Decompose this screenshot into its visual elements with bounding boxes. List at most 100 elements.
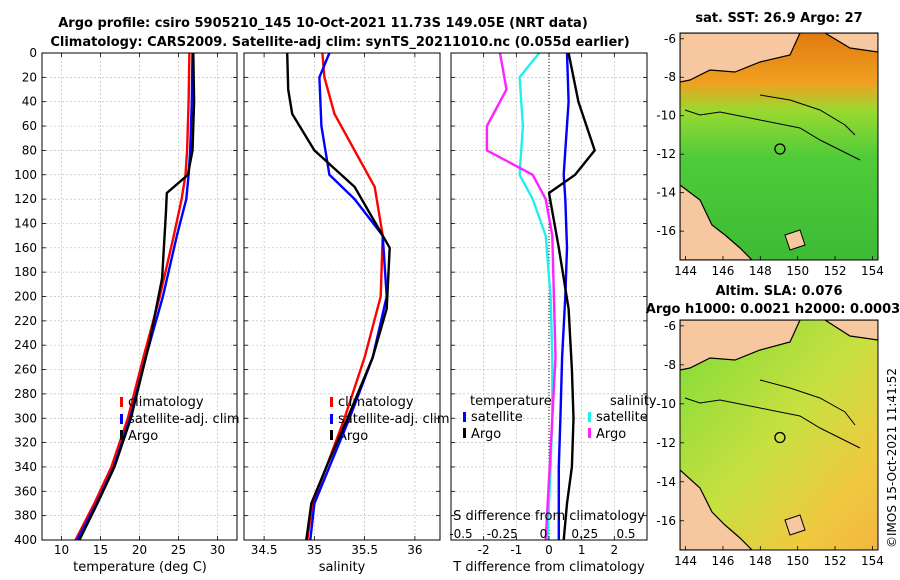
legend-swatch-s-satellite (588, 412, 591, 422)
map-y-tick-label: -14 (656, 475, 676, 489)
x-tick-label: 36 (407, 543, 422, 557)
y-tick-label: 40 (22, 95, 37, 109)
x-tick-label: 15 (93, 543, 108, 557)
difference-legend: temperature salinity satellite Argo sate… (463, 394, 657, 442)
map-y-tick-label: -16 (656, 224, 676, 238)
sla-land-new-guinea (680, 320, 801, 371)
legend-swatch-t-satellite (463, 412, 466, 422)
legend-swatch-satellite (120, 414, 123, 424)
sla-land-north (823, 320, 878, 341)
difference-panel: -2 -1 0 1 2 -0.5 -0.25 0 0.25 0.5 T difference fr… (449, 52, 657, 575)
series-line-argo (286, 52, 391, 541)
map-y-tick-label: -8 (664, 70, 676, 84)
sla-island-south (784, 514, 806, 536)
sla-islands-coast (759, 379, 856, 426)
temperature-legend: climatology satellite-adj. clim Argo (120, 395, 240, 444)
map-y-tick-label: -6 (664, 32, 676, 46)
legend-swatch-climatology (330, 397, 333, 407)
x2-tick-label: -0.25 (487, 527, 518, 541)
map-x-tick-label: 148 (749, 264, 772, 278)
map-y-tick-label: -16 (656, 514, 676, 528)
map-x-tick-label: 144 (674, 554, 697, 568)
series-line-temperature-argo (547, 52, 596, 541)
map-y-tick-label: -14 (656, 186, 676, 200)
y-tick-label: 180 (14, 265, 37, 279)
y-tick-label: 20 (22, 70, 37, 84)
y-tick-label: 0 (29, 46, 37, 60)
temperature-series-group (74, 52, 196, 541)
legend-swatch-s-argo (588, 428, 591, 438)
map-x-tick-label: 152 (824, 554, 847, 568)
y-tick-label: 320 (14, 436, 37, 450)
temperature-xlabel: temperature (deg C) (73, 560, 207, 575)
y-tick-label: 160 (14, 241, 37, 255)
sla-land-australia (680, 469, 753, 550)
x2-tick-label: 0 (540, 527, 548, 541)
map-x-tick-label: 150 (786, 264, 809, 278)
x-tick-label: 20 (132, 543, 147, 557)
sst-map-ticks: 144 146 148 150 152 154 -6 -8 -10 -12 -14 -16 (656, 32, 883, 278)
sla-contour (684, 397, 861, 449)
map-y-tick-label: -12 (656, 147, 676, 161)
sst-land-new-guinea (680, 33, 801, 83)
legend-label-climatology: climatology (128, 395, 204, 410)
x2-tick-label: 0.5 (616, 527, 635, 541)
legend-swatch-argo (120, 430, 123, 440)
sst-land-australia (680, 184, 753, 260)
y-tick-label: 80 (22, 143, 37, 157)
y-tick-label: 260 (14, 363, 37, 377)
y-tick-label: 300 (14, 411, 37, 425)
map-y-tick-label: -6 (664, 319, 676, 333)
sst-map: sat. SST: 26.9 Argo: 27 144 146 148 150 152 1… (656, 11, 883, 278)
legend-label-t-argo: Argo (471, 427, 501, 442)
x-tick-label: 25 (171, 543, 186, 557)
map-x-tick-label: 144 (674, 264, 697, 278)
x2-tick-label: 0.25 (571, 527, 598, 541)
difference-series-group (485, 52, 596, 541)
map-x-tick-label: 150 (786, 554, 809, 568)
x-tick-label: 1 (578, 543, 586, 557)
sst-island-south (784, 229, 806, 251)
legend-swatch-climatology (120, 397, 123, 407)
salinity-panel: 34.5 35 35.5 36 salinity climatology satell… (243, 52, 450, 575)
sst-argo-marker (774, 143, 786, 155)
difference-xlabel: T difference from climatology (452, 560, 645, 575)
y-tick-label: 200 (14, 290, 37, 304)
salinity-xlabel: salinity (319, 560, 366, 575)
sst-map-title: sat. SST: 26.9 Argo: 27 (695, 11, 862, 26)
y-tick-label: 60 (22, 119, 37, 133)
temperature-grid (42, 52, 237, 541)
sla-map-subtitle: Argo h1000: 0.0021 h2000: 0.0003 (646, 302, 900, 317)
difference-x2label: S difference from climatology (453, 509, 645, 524)
sst-land-north (823, 33, 878, 53)
legend-swatch-t-argo (463, 428, 466, 438)
salinity-ticks: 34.5 35 35.5 36 (244, 52, 440, 557)
legend-label-satellite-adj: satellite-adj. clim (128, 412, 240, 427)
temperature-ticks: 0 20 40 60 80 100 120 140 160 180 200 220 240 260 280 3… (14, 46, 237, 557)
y-tick-label: 400 (14, 533, 37, 547)
series-line-argo (78, 52, 196, 541)
x-tick-label: 0 (545, 543, 553, 557)
legend-label-s-argo: Argo (596, 427, 626, 442)
y-tick-label: 220 (14, 314, 37, 328)
sst-contour (684, 109, 861, 161)
x-tick-label: -2 (478, 543, 490, 557)
figure-title-line1: Argo profile: csiro 5905210_145 10-Oct-2… (58, 16, 588, 31)
legend-swatch-argo (330, 430, 333, 440)
figure-title-line2: Climatology: CARS2009. Satellite-adj cli… (50, 35, 629, 50)
y-tick-label: 140 (14, 216, 37, 230)
map-y-tick-label: -10 (656, 109, 676, 123)
footer-timestamp: ©IMOS 15-Oct-2021 11:41:52 (885, 368, 899, 548)
y-tick-label: 120 (14, 192, 37, 206)
legend-label-argo: Argo (128, 429, 158, 444)
legend-label-argo: Argo (338, 429, 368, 444)
y-tick-label: 280 (14, 387, 37, 401)
map-x-tick-label: 148 (749, 554, 772, 568)
legend-title-temperature: temperature (470, 394, 552, 409)
map-y-tick-label: -12 (656, 436, 676, 450)
map-x-tick-label: 154 (861, 264, 884, 278)
legend-label-t-satellite: satellite (471, 410, 523, 425)
map-x-tick-label: 154 (861, 554, 884, 568)
legend-label-climatology: climatology (338, 395, 414, 410)
